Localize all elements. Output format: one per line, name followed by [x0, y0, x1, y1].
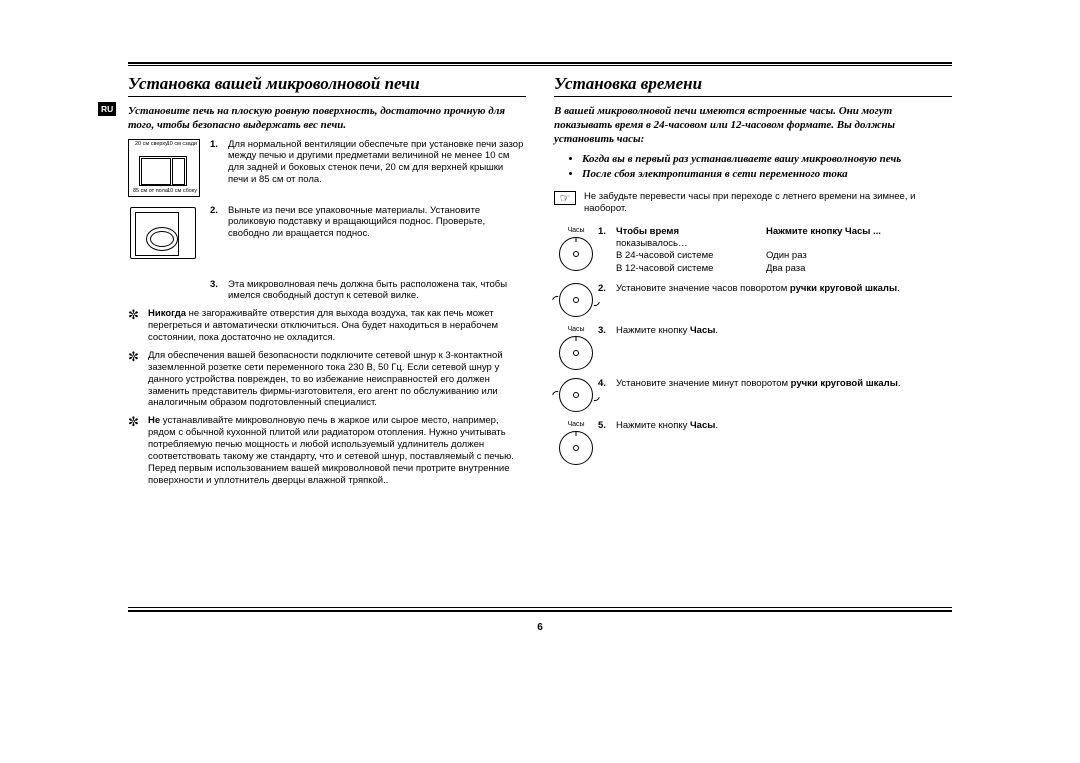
dial-turn-icon: [554, 283, 598, 317]
page-number: 6: [128, 622, 952, 633]
time-step-2: 2. Установите значение часов поворотом р…: [554, 283, 952, 317]
bullet-2: После сбоя электропитания в сети перемен…: [582, 167, 952, 181]
dial-icon: Часы: [554, 226, 598, 275]
dial-icon: Часы: [554, 325, 598, 370]
top-rule-thin: [128, 65, 952, 66]
left-intro: Установите печь на плоскую ровную поверх…: [128, 105, 526, 133]
warning-icon: ✼: [128, 350, 148, 409]
left-column: Установка вашей микроволновой печи Устан…: [128, 74, 526, 493]
step3-text: Эта микроволновая печь должна быть распо…: [228, 279, 526, 303]
columns: Установка вашей микроволновой печи Устан…: [128, 74, 952, 493]
bullet-1: Когда вы в первый раз устанавливаете ваш…: [582, 152, 952, 166]
install-steps-mid: 2.Выньте из печи все упаковочные материа…: [210, 205, 526, 271]
step2-text: Выньте из печи все упаковочные материалы…: [228, 205, 526, 241]
top-rule-thick: [128, 62, 952, 64]
left-heading-rule: [128, 96, 526, 97]
left-heading: Установка вашей микроволновой печи: [128, 74, 526, 94]
bottom-rule-thick: [128, 610, 952, 612]
note: ☞ Не забудьте перевести часы при переход…: [554, 191, 952, 216]
dial-turn-icon: [554, 378, 598, 412]
diagram-row-1: 20 см сверху 10 см сзади 85 см от пола 1…: [128, 139, 526, 197]
warning-icon: ✼: [128, 415, 148, 486]
page-content: RU Установка вашей микроволновой печи Ус…: [128, 62, 952, 493]
right-intro: В вашей микроволновой печи имеются встро…: [554, 105, 952, 146]
warnings: ✼ Никогда не загораживайте отверстия для…: [128, 308, 526, 486]
microwave-outline: [139, 156, 187, 186]
diagram-row-2: 2.Выньте из печи все упаковочные материа…: [128, 205, 526, 271]
right-column: Установка времени В вашей микроволновой …: [554, 74, 952, 493]
language-tag: RU: [98, 102, 116, 116]
warning-icon: ✼: [128, 308, 148, 344]
step1-text: Для нормальной вентиляции обеспечьте при…: [228, 139, 526, 187]
time-step-5: Часы 5. Нажмите кнопку Часы.: [554, 420, 952, 465]
clearance-diagram: 20 см сверху 10 см сзади 85 см от пола 1…: [128, 139, 200, 197]
time-step-4: 4. Установите значение минут поворотом р…: [554, 378, 952, 412]
dial-icon: Часы: [554, 420, 598, 465]
note-icon: ☞: [554, 191, 576, 205]
front-open-diagram: [128, 205, 200, 271]
warning-3: ✼ Не устанавливайте микроволновую печь в…: [128, 415, 526, 486]
note-text: Не забудьте перевести часы при переходе …: [584, 191, 952, 216]
install-steps-top: 1.Для нормальной вентиляции обеспечьте п…: [210, 139, 526, 197]
time-step-3: Часы 3. Нажмите кнопку Часы.: [554, 325, 952, 370]
install-steps-bottom: 3.Эта микроволновая печь должна быть рас…: [210, 279, 526, 303]
bullets: Когда вы в первый раз устанавливаете ваш…: [554, 152, 952, 181]
time-steps: Часы 1. Чтобы время Нажмите кнопку Часы …: [554, 226, 952, 466]
warning-2: ✼ Для обеспечения вашей безопасности под…: [128, 350, 526, 409]
right-heading-rule: [554, 96, 952, 97]
bottom-rule-thin: [128, 607, 952, 608]
right-heading: Установка времени: [554, 74, 952, 94]
warning-1: ✼ Никогда не загораживайте отверстия для…: [128, 308, 526, 344]
time-step-1: Часы 1. Чтобы время Нажмите кнопку Часы …: [554, 226, 952, 275]
